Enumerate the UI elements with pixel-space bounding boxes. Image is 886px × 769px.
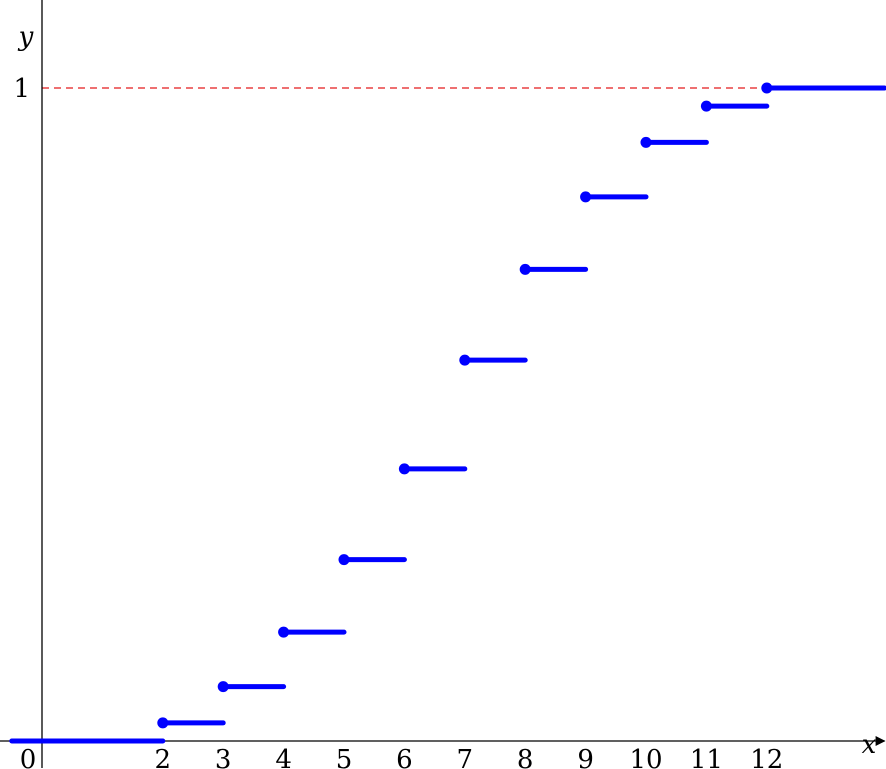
x-tick-label-12: 12 — [750, 745, 783, 769]
step-point-2 — [217, 681, 229, 693]
step-point-1 — [157, 717, 169, 729]
x-tick-label-4: 4 — [275, 745, 292, 769]
step-point-9 — [640, 136, 652, 148]
step-point-5 — [398, 463, 410, 475]
tick-labels: 0 2 3 4 5 6 7 8 9 10 11 12 1 x y — [13, 22, 876, 769]
x-tick-label-3: 3 — [215, 745, 232, 769]
step-series — [9, 82, 886, 744]
step-point-3 — [278, 626, 290, 638]
step-point-10 — [700, 100, 712, 112]
step-point-7 — [519, 263, 531, 275]
x-tick-label-11: 11 — [690, 745, 723, 769]
x-tick-label-7: 7 — [457, 745, 474, 769]
step-point-8 — [580, 191, 592, 203]
x-axis-label: x — [862, 730, 877, 760]
x-tick-label-10: 10 — [629, 745, 662, 769]
y-axis-label: y — [18, 22, 34, 52]
x-tick-label-5: 5 — [336, 745, 353, 769]
x-tick-label-0: 0 — [20, 745, 37, 769]
x-tick-label-9: 9 — [577, 745, 594, 769]
y-tick-label-1: 1 — [13, 74, 30, 104]
x-tick-label-6: 6 — [396, 745, 413, 769]
step-point-6 — [459, 354, 471, 366]
x-tick-label-8: 8 — [517, 745, 534, 769]
x-tick-label-2: 2 — [155, 745, 172, 769]
step-point-4 — [338, 554, 350, 566]
step-point-11 — [761, 82, 773, 94]
